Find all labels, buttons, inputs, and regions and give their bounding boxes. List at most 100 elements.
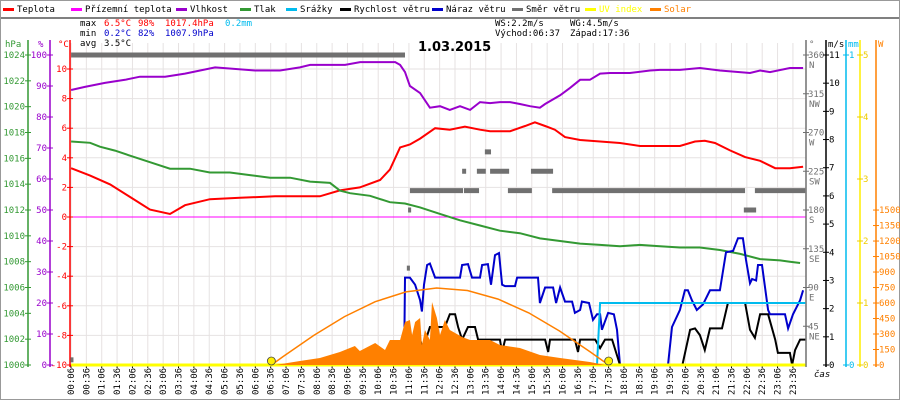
rain-tick-label: 1 xyxy=(849,51,854,61)
legend-swatch xyxy=(432,8,443,11)
x-tick-label: 22:36 xyxy=(758,368,768,395)
pressure-tick-label: 1010 xyxy=(3,232,25,242)
x-axis-label: čas xyxy=(814,369,830,380)
x-tick-label: 23:06 xyxy=(774,368,784,395)
legend-swatch xyxy=(240,8,251,11)
legend-label: Srážky xyxy=(300,5,333,15)
rain-tick-label: 0 xyxy=(849,361,854,371)
pressure-tick-label: 1014 xyxy=(3,180,25,190)
x-tick-label: 01:06 xyxy=(98,368,108,395)
x-tick-label: 06:36 xyxy=(267,368,277,395)
x-tick-label: 10:36 xyxy=(390,368,400,395)
legend-label: Vlhkost xyxy=(190,5,228,15)
temperature-tick-label: 8 xyxy=(62,95,67,105)
pressure-tick-label: 1018 xyxy=(3,129,25,139)
wind-tick-label: 7 xyxy=(829,164,834,174)
wind-tick-label: 1 xyxy=(829,333,834,343)
temperature-tick-label: -8 xyxy=(56,331,67,341)
solar-tick-label: 1350 xyxy=(879,222,900,232)
series-sr-ky xyxy=(596,302,806,366)
stats-sunset: Západ:17:36 xyxy=(570,29,630,39)
x-tick-label: 16:06 xyxy=(559,368,569,395)
wind-direction-mark xyxy=(552,188,746,194)
wind-tick-label: 8 xyxy=(829,136,834,146)
wind-tick-label: 9 xyxy=(829,107,834,117)
legend-label: Solar xyxy=(664,5,692,15)
temperature-tick-label: -4 xyxy=(56,272,67,282)
direction-tick-label: 180 xyxy=(808,206,824,216)
x-tick-label: 05:36 xyxy=(236,368,246,395)
pressure-tick-label: 1020 xyxy=(3,103,25,113)
direction-tick-dir: S xyxy=(809,216,814,226)
legend-swatch xyxy=(71,8,82,11)
solar-tick-label: 0 xyxy=(879,361,884,371)
uv-tick-label: 1 xyxy=(863,299,868,309)
pressure-tick-label: 1012 xyxy=(3,206,25,216)
x-tick-label: 09:06 xyxy=(343,368,353,395)
stats-wind-speed: WS:2.2m/s xyxy=(495,19,544,29)
stats-min-pressure: 1007.9hPa xyxy=(165,29,214,39)
legend-swatch xyxy=(650,8,661,11)
axes: hPa1024102210201018101610141012101010081… xyxy=(3,40,900,371)
legend: Teplota Přízemní teplota Vlhkost Tlak Srážky… xyxy=(1,5,899,19)
direction-tick-label: 135 xyxy=(808,245,824,255)
x-tick-label: 12:06 xyxy=(436,368,446,395)
x-tick-label: 00:36 xyxy=(82,368,92,395)
legend-label: Směr větru xyxy=(526,5,580,15)
solar-tick-label: 450 xyxy=(879,315,895,325)
legend-swatch xyxy=(286,8,297,11)
wind-tick-label: 6 xyxy=(829,192,834,202)
stats-avg-temp: 3.5°C xyxy=(104,39,131,49)
wind-tick-label: 11 xyxy=(829,51,840,61)
wind-direction-mark xyxy=(463,188,480,194)
wind-tick-label: 2 xyxy=(829,305,834,315)
direction-tick-label: 315 xyxy=(808,90,824,100)
wind-tick-label: 10 xyxy=(829,79,840,89)
direction-tick-label: 360 xyxy=(808,51,824,61)
direction-tick-label: 225 xyxy=(808,167,824,177)
uv-tick-label: 2 xyxy=(863,237,868,247)
pressure-tick-label: 1022 xyxy=(3,77,25,87)
x-tick-label: 23:36 xyxy=(789,368,799,395)
solar-tick-label: 1500 xyxy=(879,206,900,216)
temperature-tick-label: 6 xyxy=(62,124,67,134)
pressure-tick-label: 1006 xyxy=(3,284,25,294)
direction-tick-dir: NW xyxy=(809,100,820,110)
pressure-tick-label: 1024 xyxy=(3,51,25,61)
direction-tick-dir: NE xyxy=(809,332,820,342)
temperature-tick-label: -2 xyxy=(56,243,67,253)
x-tick-label: 07:36 xyxy=(297,368,307,395)
direction-tick-dir: SW xyxy=(809,177,820,187)
solar-tick-label: 900 xyxy=(879,268,895,278)
stats-max-pressure: 1017.4hPa xyxy=(165,19,214,29)
legend-label: Rychlost větru xyxy=(354,5,430,15)
wind-direction-mark xyxy=(406,265,410,271)
solar-tick-label: 600 xyxy=(879,299,895,309)
stats-panel: max 6.5°C 98% 1017.4hPa 0.2mm min 0.2°C … xyxy=(80,19,630,49)
wind-tick-label: 3 xyxy=(829,276,834,286)
humidity-tick-label: 100 xyxy=(31,51,47,61)
x-tick-label: 07:06 xyxy=(282,368,292,395)
legend-label: Přízemní teplota xyxy=(85,5,172,15)
stats-min-label: min xyxy=(80,29,96,39)
direction-tick-dir: N xyxy=(809,61,814,71)
wind-direction-mark xyxy=(530,168,554,174)
x-tick-label: 19:06 xyxy=(651,368,661,395)
legend-swatch xyxy=(512,8,523,11)
temperature-axis-unit: °C xyxy=(58,40,69,50)
x-tick-label: 17:36 xyxy=(605,368,615,395)
x-tick-label: 18:36 xyxy=(635,368,645,395)
humidity-tick-label: 50 xyxy=(36,206,47,216)
humidity-tick-label: 90 xyxy=(36,82,47,92)
solar-tick-label: 300 xyxy=(879,330,895,340)
wind-direction-mark xyxy=(490,168,510,174)
wind-direction-mark xyxy=(507,188,532,194)
stats-avg-label: avg xyxy=(80,39,96,49)
temperature-tick-label: 0 xyxy=(62,213,67,223)
sun-marker xyxy=(266,356,276,366)
series-solar-area xyxy=(275,302,605,365)
wind-direction-mark xyxy=(484,149,492,155)
x-tick-label: 08:36 xyxy=(328,368,338,395)
uv-tick-label: 0 xyxy=(863,361,868,371)
stats-sunrise: Východ:06:37 xyxy=(495,29,560,39)
